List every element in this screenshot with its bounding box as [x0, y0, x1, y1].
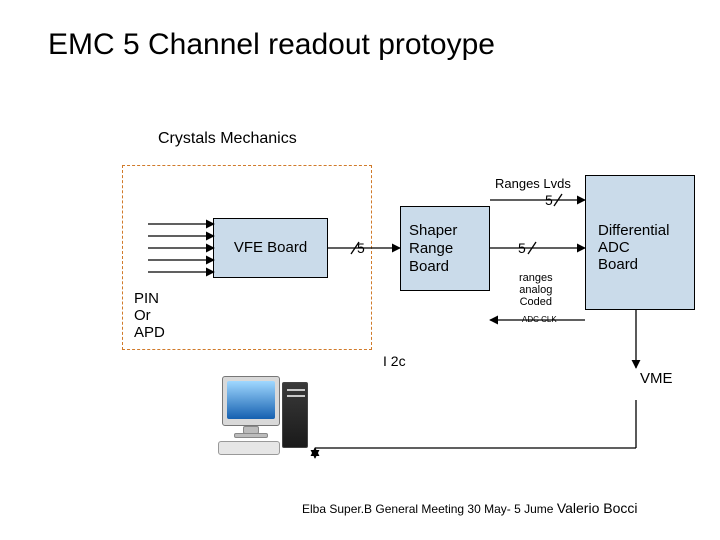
bus-width-5-top: 5 — [545, 192, 553, 208]
vme-label: VME — [640, 370, 673, 387]
ranges-analog-coded-label: ranges analog Coded — [519, 272, 553, 308]
diagram-stage: EMC 5 Channel readout protoype Crystals … — [0, 0, 720, 540]
adc-clk-label: ADC CLK — [522, 315, 557, 324]
vfe-board-box: VFE Board — [213, 218, 328, 278]
bus-width-5-mid-b: 5 — [518, 240, 526, 256]
page-title: EMC 5 Channel readout protoype — [48, 28, 495, 62]
pin-apd-label: PIN Or APD — [134, 290, 165, 341]
shaper-range-board-box: Shaper Range Board — [400, 206, 490, 291]
footer-author: Valerio Bocci — [557, 500, 638, 516]
adc-board-label: Differential ADC Board — [598, 222, 669, 273]
bus-width-5-mid-a: 5 — [357, 240, 365, 256]
crystals-mechanics-label: Crystals Mechanics — [158, 130, 297, 148]
ranges-lvds-label: Ranges Lvds — [495, 176, 571, 191]
i2c-label: I 2c — [383, 353, 406, 369]
footer-text: Elba Super.B General Meeting 30 May- 5 J… — [302, 502, 557, 516]
footer-credit: Elba Super.B General Meeting 30 May- 5 J… — [302, 500, 637, 518]
